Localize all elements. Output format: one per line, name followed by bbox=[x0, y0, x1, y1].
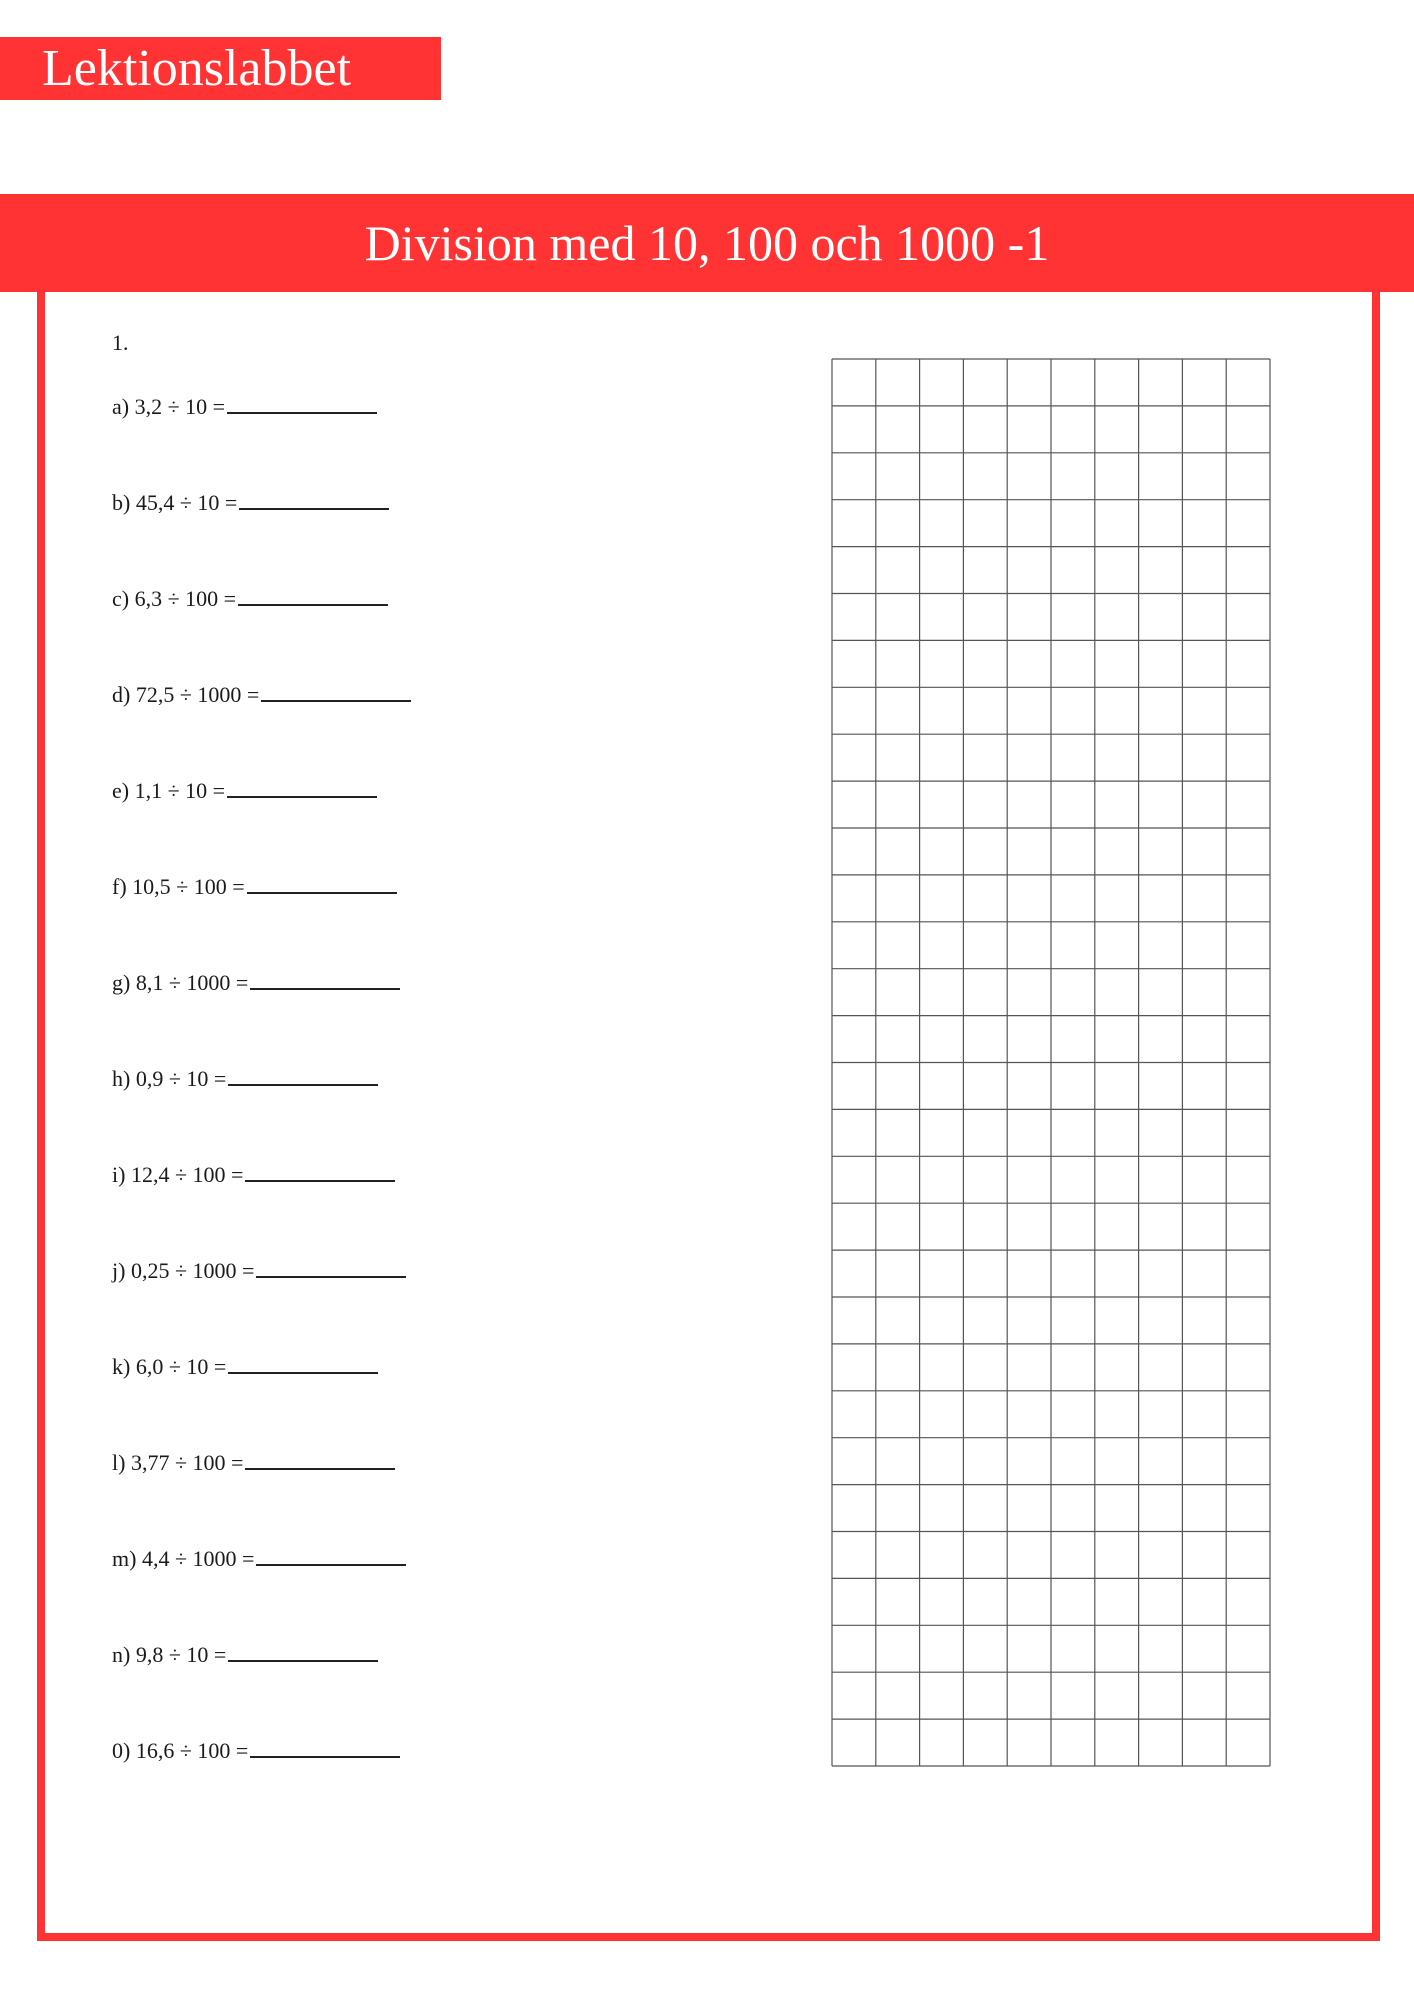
exercise-text: f) 10,5 ÷ 100 = bbox=[112, 874, 245, 899]
answer-blank[interactable] bbox=[228, 1064, 379, 1086]
exercise-text: 0) 16,6 ÷ 100 = bbox=[112, 1738, 249, 1763]
answer-blank[interactable] bbox=[261, 680, 412, 702]
question-number: 1. bbox=[112, 330, 129, 355]
answer-blank[interactable] bbox=[227, 776, 378, 798]
exercise-text: m) 4,4 ÷ 1000 = bbox=[112, 1546, 255, 1571]
answer-blank[interactable] bbox=[228, 1640, 379, 1662]
exercise-text: j) 0,25 ÷ 1000 = bbox=[112, 1258, 255, 1283]
exercise-item: 0) 16,6 ÷ 100 = bbox=[112, 1736, 401, 1764]
answer-blank[interactable] bbox=[228, 1352, 379, 1374]
exercise-item: g) 8,1 ÷ 1000 = bbox=[112, 968, 401, 996]
answer-blank[interactable] bbox=[250, 1736, 401, 1758]
exercise-text: d) 72,5 ÷ 1000 = bbox=[112, 682, 260, 707]
exercise-item: h) 0,9 ÷ 10 = bbox=[112, 1064, 379, 1092]
answer-blank[interactable] bbox=[256, 1256, 407, 1278]
exercise-item: n) 9,8 ÷ 10 = bbox=[112, 1640, 379, 1668]
answer-blank[interactable] bbox=[239, 488, 390, 510]
exercise-item: d) 72,5 ÷ 1000 = bbox=[112, 680, 412, 708]
answer-blank[interactable] bbox=[245, 1160, 396, 1182]
worksheet-frame bbox=[37, 292, 1380, 1941]
exercise-item: f) 10,5 ÷ 100 = bbox=[112, 872, 397, 900]
answer-blank[interactable] bbox=[245, 1448, 396, 1470]
exercise-item: j) 0,25 ÷ 1000 = bbox=[112, 1256, 407, 1284]
exercise-item: m) 4,4 ÷ 1000 = bbox=[112, 1544, 407, 1572]
exercise-text: k) 6,0 ÷ 10 = bbox=[112, 1354, 227, 1379]
exercise-text: a) 3,2 ÷ 10 = bbox=[112, 394, 226, 419]
answer-blank[interactable] bbox=[227, 392, 378, 414]
squared-grid bbox=[831, 358, 1271, 1767]
exercise-item: k) 6,0 ÷ 10 = bbox=[112, 1352, 379, 1380]
exercise-item: a) 3,2 ÷ 10 = bbox=[112, 392, 378, 420]
answer-blank[interactable] bbox=[256, 1544, 407, 1566]
exercise-text: n) 9,8 ÷ 10 = bbox=[112, 1642, 227, 1667]
exercise-item: l) 3,77 ÷ 100 = bbox=[112, 1448, 396, 1476]
exercise-item: e) 1,1 ÷ 10 = bbox=[112, 776, 378, 804]
exercise-item: c) 6,3 ÷ 100 = bbox=[112, 584, 389, 612]
exercise-item: b) 45,4 ÷ 10 = bbox=[112, 488, 390, 516]
answer-blank[interactable] bbox=[238, 584, 389, 606]
exercise-text: e) 1,1 ÷ 10 = bbox=[112, 778, 226, 803]
answer-blank[interactable] bbox=[246, 872, 397, 894]
answer-blank[interactable] bbox=[250, 968, 401, 990]
exercise-text: g) 8,1 ÷ 1000 = bbox=[112, 970, 249, 995]
exercise-text: l) 3,77 ÷ 100 = bbox=[112, 1450, 244, 1475]
exercise-text: h) 0,9 ÷ 10 = bbox=[112, 1066, 227, 1091]
exercise-item: i) 12,4 ÷ 100 = bbox=[112, 1160, 396, 1188]
page-title: Division med 10, 100 och 1000 -1 bbox=[0, 194, 1414, 292]
exercise-text: b) 45,4 ÷ 10 = bbox=[112, 490, 238, 515]
exercise-text: c) 6,3 ÷ 100 = bbox=[112, 586, 237, 611]
brand-logo: Lektionslabbet bbox=[0, 37, 441, 100]
exercise-text: i) 12,4 ÷ 100 = bbox=[112, 1162, 244, 1187]
